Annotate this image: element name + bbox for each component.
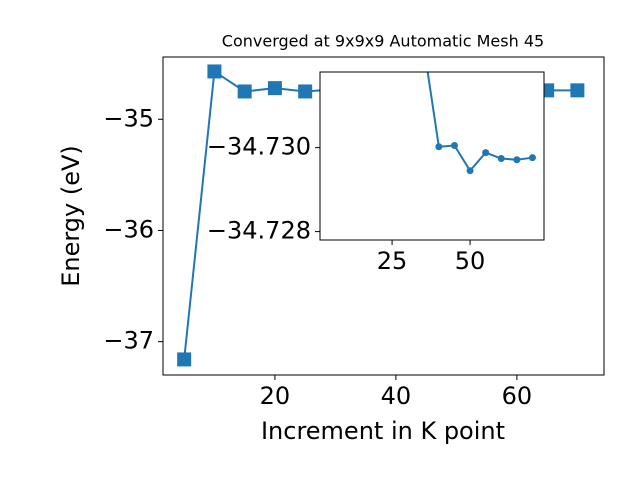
x-tick-label: 50 (455, 247, 486, 275)
y-tick-label: −36 (103, 215, 154, 243)
data-point (466, 167, 474, 175)
x-axis-label: Increment in K point (261, 417, 505, 445)
data-point (207, 64, 222, 79)
x-tick-label: 20 (260, 382, 291, 410)
x-tick-label: 60 (502, 382, 533, 410)
y-tick-label: −34.728 (207, 217, 311, 245)
data-point (497, 155, 505, 163)
data-point (513, 156, 521, 164)
plot-clip (426, 72, 536, 175)
x-tick-label: 40 (381, 382, 412, 410)
data-point (298, 84, 313, 99)
data-point (528, 154, 536, 162)
x-tick-label: 25 (377, 247, 408, 275)
data-point (450, 142, 458, 149)
y-tick-label: −35 (103, 104, 154, 132)
y-tick-label: −34.730 (207, 133, 311, 161)
y-axis-label: Energy (eV) (57, 145, 85, 287)
axes-frame (319, 71, 545, 241)
data-point (177, 352, 192, 367)
data-point (570, 83, 585, 98)
chart-title: Converged at 9x9x9 Automatic Mesh 45 (222, 32, 544, 51)
axes-frame (162, 56, 605, 376)
data-point (435, 143, 443, 151)
y-tick-label: −37 (103, 327, 154, 355)
data-point (237, 84, 252, 99)
data-point (482, 149, 490, 157)
data-point (267, 81, 282, 96)
